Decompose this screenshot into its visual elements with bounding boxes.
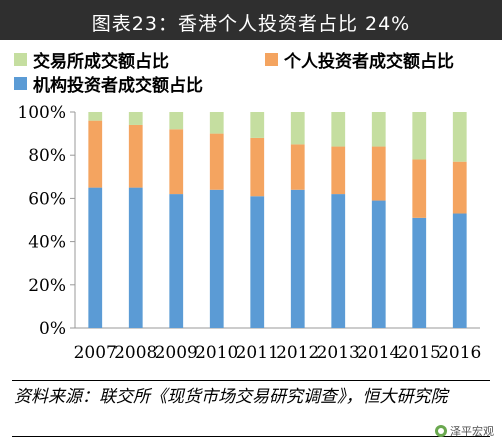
bar-segment bbox=[412, 112, 427, 160]
x-tick-label: 2011 bbox=[236, 343, 279, 363]
bar-segment bbox=[290, 189, 305, 328]
bar-segment bbox=[290, 112, 305, 145]
chart-title: 图表23：香港个人投资者占比 24% bbox=[91, 13, 411, 35]
legend: 交易所成交额占比 个人投资者成交额占比 机构投资者成交额占比 bbox=[0, 44, 502, 100]
x-tick-label: 2012 bbox=[276, 343, 319, 363]
bar-segment bbox=[250, 137, 265, 197]
x-tick-label: 2014 bbox=[357, 343, 400, 363]
legend-swatch-exchange bbox=[14, 52, 27, 66]
bar-segment bbox=[88, 187, 103, 328]
bar-segment bbox=[371, 146, 386, 201]
bar-segment bbox=[128, 124, 143, 188]
bar-segment bbox=[128, 112, 143, 125]
legend-label-individual: 个人投资者成交额占比 bbox=[284, 51, 454, 72]
bar-segment bbox=[412, 159, 427, 218]
x-tick-label: 2016 bbox=[438, 343, 481, 363]
legend-swatch-institutional bbox=[14, 76, 27, 90]
y-tick-label: 80% bbox=[28, 146, 66, 166]
title-bar: 图表23：香港个人投资者占比 24% bbox=[0, 0, 502, 40]
wechat-icon bbox=[435, 425, 447, 437]
bar-segment bbox=[452, 161, 467, 214]
divider-top bbox=[12, 380, 490, 381]
bar-segment bbox=[209, 189, 224, 328]
x-tick-label: 2009 bbox=[155, 343, 198, 363]
bar-segment bbox=[452, 213, 467, 328]
bar-segment bbox=[88, 112, 103, 121]
y-tick-label: 40% bbox=[28, 233, 66, 253]
legend-label-institutional: 机构投资者成交额占比 bbox=[33, 75, 203, 96]
source-note: 资料来源：联交所《现货市场交易研究调查》，恒大研究院 bbox=[14, 387, 448, 407]
watermark: 泽平宏观 bbox=[435, 423, 494, 439]
bar-segment bbox=[209, 112, 224, 134]
x-tick-label: 2008 bbox=[114, 343, 157, 363]
legend-item-individual: 个人投资者成交额占比 bbox=[265, 48, 454, 72]
watermark-text: 泽平宏观 bbox=[450, 425, 494, 438]
bar-segment bbox=[88, 120, 103, 188]
bar-segment bbox=[371, 200, 386, 328]
bar-segment bbox=[250, 196, 265, 328]
y-tick-label: 20% bbox=[28, 276, 66, 296]
legend-swatch-individual bbox=[265, 52, 278, 66]
divider-bottom bbox=[12, 436, 490, 437]
bar-segment bbox=[169, 112, 184, 130]
y-tick-label: 100% bbox=[17, 103, 66, 123]
bar-segment bbox=[331, 146, 346, 195]
bar-segment bbox=[169, 194, 184, 328]
x-tick-label: 2015 bbox=[398, 343, 441, 363]
bar-segment bbox=[452, 112, 467, 162]
x-tick-label: 2007 bbox=[74, 343, 117, 363]
bar-segment bbox=[209, 133, 224, 190]
legend-item-institutional: 机构投资者成交额占比 bbox=[14, 72, 203, 96]
y-tick-label: 60% bbox=[28, 189, 66, 209]
legend-item-exchange: 交易所成交额占比 bbox=[14, 48, 169, 72]
bar-segment bbox=[169, 129, 184, 195]
y-tick-label: 0% bbox=[39, 319, 66, 339]
x-tick-label: 2013 bbox=[317, 343, 360, 363]
bar-segment bbox=[290, 144, 305, 190]
bar-segment bbox=[412, 217, 427, 328]
bar-segment bbox=[128, 187, 143, 328]
x-tick-label: 2010 bbox=[195, 343, 238, 363]
legend-label-exchange: 交易所成交额占比 bbox=[33, 51, 169, 72]
bar-segment bbox=[371, 112, 386, 147]
bar-segment bbox=[250, 112, 265, 138]
bar-segment bbox=[331, 194, 346, 328]
bar-segment bbox=[331, 112, 346, 147]
stacked-bar-chart: 0%20%40%60%80%100%2007200820092010201120… bbox=[17, 103, 481, 363]
